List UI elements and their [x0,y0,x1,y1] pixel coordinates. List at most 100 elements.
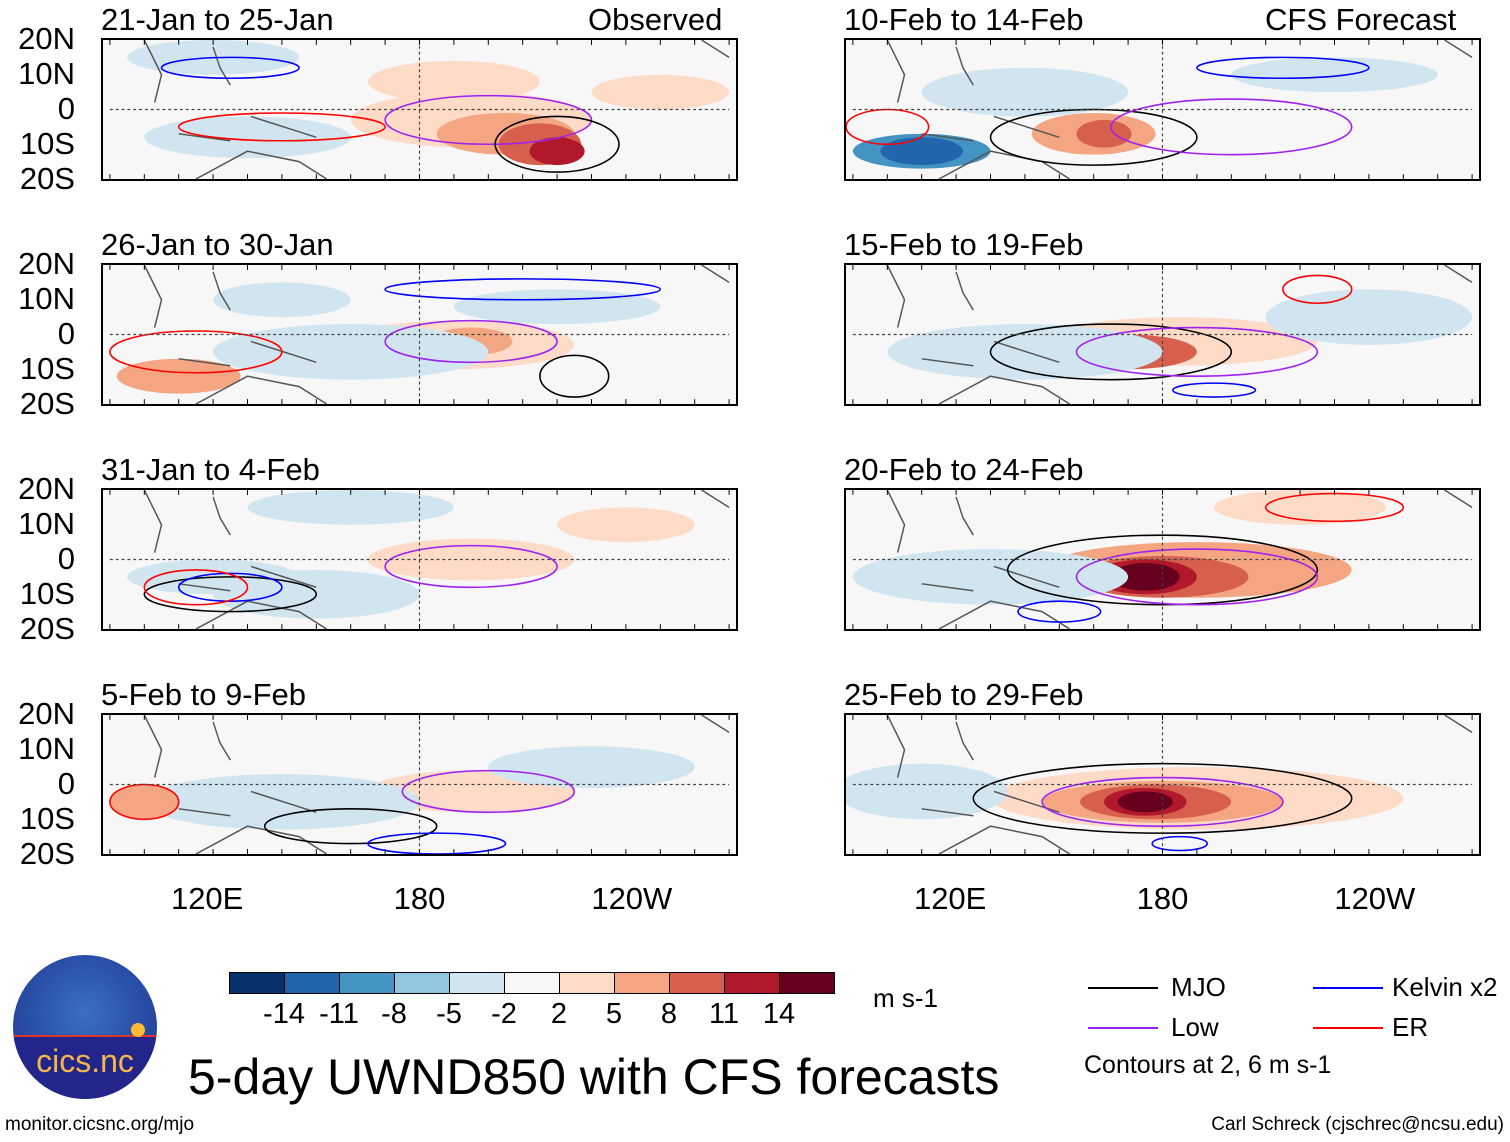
map-panel [844,263,1481,406]
colorbar-label: 2 [550,998,568,1030]
figure-title: 5-day UWND850 with CFS forecasts [188,1049,1000,1105]
colorbar-swatch [229,972,285,994]
forecast-label: CFS Forecast [1265,2,1457,37]
legend-line-er [1313,1027,1383,1029]
coastline [886,490,1473,629]
contour-kelvin [1017,600,1102,623]
colorbar-label: -11 [319,998,359,1030]
anomaly-shading [921,67,1129,117]
panel-title: 31-Jan to 4-Feb [101,452,320,487]
panel-title: 5-Feb to 9-Feb [101,677,307,712]
colorbar-units: m s-1 [873,983,938,1013]
observed-label: Observed [588,2,723,37]
lat-label: 0 [57,91,75,126]
contour-kelvin [367,832,507,854]
cicsnc-logo: cics.nc [13,955,157,1099]
anomaly-shading [846,763,1008,820]
legend-line-mjo [1088,987,1158,989]
footer-url[interactable]: monitor.cicsnc.org/mjo [5,1114,195,1135]
legend-label-er: ER [1392,1012,1429,1042]
lat-label: 10N [18,281,75,316]
lat-label: 10N [18,56,75,91]
coastline [143,715,730,854]
anomaly-shading [557,507,695,543]
lat-label: 0 [57,541,75,576]
lat-label: 10S [19,126,75,161]
map-panel [101,713,738,856]
colorbar-swatch [614,972,670,994]
contour-kelvin [384,278,662,301]
coastline [143,40,730,179]
anomaly-shading [1117,791,1173,813]
coastline [886,40,1473,179]
legend-line-low [1088,1027,1158,1029]
anomaly-shading [488,746,695,788]
lat-label: 10S [19,576,75,611]
colorbar-label: -5 [436,998,462,1030]
contour-low [401,769,576,814]
coastline [886,265,1473,404]
contour-low [1110,98,1353,156]
map-panel [844,488,1481,631]
colorbar-swatch [669,972,725,994]
colorbar-swatch [504,972,560,994]
footer-credit: Carl Schreck (cjschrec@ncsu.edu) [1211,1114,1504,1135]
lat-label: 20S [19,836,75,871]
contour-mjo [263,808,438,845]
contour-er [177,112,386,142]
contour-low [384,544,558,589]
lat-label: 20S [19,611,75,646]
anomaly-shading [1214,490,1387,525]
colorbar-swatch [724,972,780,994]
lat-label: 20N [18,471,75,506]
contour-note: Contours at 2, 6 m s-1 [1084,1051,1332,1079]
contour-kelvin [177,572,283,602]
colorbar-swatch [449,972,505,994]
anomaly-shading [213,282,351,318]
legend-line-kelvin [1313,987,1383,989]
map-panel [844,38,1481,181]
lat-label: 10S [19,801,75,836]
lat-label: 20N [18,246,75,281]
legend-label-low: Low [1171,1012,1219,1042]
contour-mjo [539,354,610,398]
legend-label-kelvin: Kelvin x2 [1392,972,1498,1002]
colorbar-label: -14 [263,998,305,1030]
colorbar-label: 5 [605,998,623,1030]
map-panel [844,713,1481,856]
panel-title: 15-Feb to 19-Feb [844,227,1084,262]
coastline [143,490,730,629]
anomaly-shading [1265,289,1473,345]
anomaly-shading [852,549,1129,605]
contour-kelvin [1172,382,1257,398]
panel-title: 10-Feb to 14-Feb [844,2,1084,37]
lat-label: 20N [18,21,75,56]
contour-er [1282,274,1353,305]
panel-title: 21-Jan to 25-Jan [101,2,334,37]
colorbar-swatch [779,972,835,994]
colorbar-label: 14 [762,998,796,1030]
colorbar-label: -2 [491,998,517,1030]
lat-label: 20N [18,696,75,731]
anomaly-shading [529,137,585,166]
contour-kelvin [160,56,300,80]
contour-low [1075,548,1319,606]
contour-low [384,94,593,146]
panel-title: 20-Feb to 24-Feb [844,452,1084,487]
contour-mjo [494,115,620,173]
colorbar-label: 8 [660,998,678,1030]
lon-label: 120W [1334,881,1416,916]
colorbar-swatch [394,972,450,994]
contour-low [384,319,558,364]
contour-low [1075,326,1319,377]
colorbar-swatch [339,972,395,994]
anomaly-shading [144,116,351,159]
lon-label: 120W [591,881,673,916]
colorbar-swatch [559,972,615,994]
colorbar-label: -8 [381,998,407,1030]
anomaly-shading [109,784,179,820]
anomaly-shading [116,358,241,394]
lat-label: 20S [19,161,75,196]
lon-label: 180 [393,881,446,916]
lon-label: 120E [913,881,987,916]
